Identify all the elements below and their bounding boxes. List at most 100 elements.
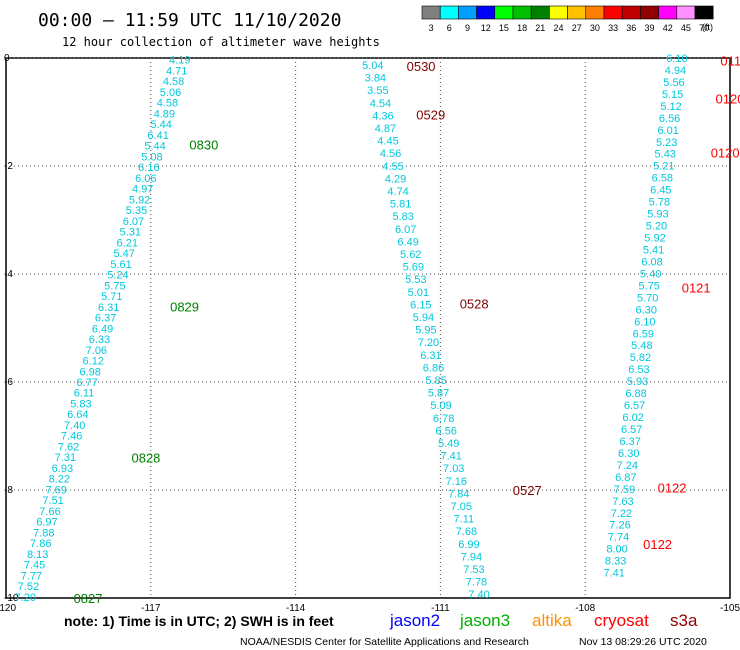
wave-height-label: 8.00	[606, 544, 627, 556]
time-label: 0828	[131, 451, 160, 466]
wave-height-label: 6.45	[650, 185, 671, 197]
wave-height-label: 7.59	[614, 484, 635, 496]
wave-height-label: 5.81	[390, 199, 411, 211]
scale-label: 42	[663, 23, 673, 33]
wave-height-label: 7.68	[456, 526, 477, 538]
wave-height-label: 7.77	[21, 570, 42, 582]
wave-height-label: 7.62	[58, 441, 79, 453]
wave-height-label: 5.06	[160, 87, 181, 99]
wave-height-label: 4.54	[370, 98, 391, 110]
scale-swatch	[512, 5, 532, 20]
wave-height-label: 4.71	[166, 65, 187, 77]
wave-height-label: 5.78	[649, 197, 670, 209]
wave-height-label: 5.82	[630, 352, 651, 364]
time-label: 0530	[407, 59, 436, 74]
wave-height-label: 5.12	[660, 101, 681, 113]
wave-height-label: 7.53	[463, 564, 484, 576]
wave-height-label: 6.15	[410, 299, 431, 311]
wave-height-label: 5.70	[637, 292, 658, 304]
wave-height-label: 6.53	[628, 364, 649, 376]
time-label: 0528	[460, 297, 489, 312]
scale-label: 3	[429, 23, 434, 33]
scale-label: 70	[699, 23, 709, 33]
wave-height-label: 5.92	[644, 233, 665, 245]
wave-height-label: 6.88	[625, 388, 646, 400]
y-tick-label: -2	[4, 161, 13, 172]
wave-height-label: 7.11	[454, 514, 475, 526]
wave-height-label: 6.97	[36, 517, 57, 529]
satellite-legend: jason2 jason3 altika cryosat s3a	[389, 611, 698, 630]
wave-height-label: 7.22	[611, 508, 632, 520]
time-label: 0827	[74, 591, 103, 606]
footer-note: note: 1) Time is in UTC; 2) SWH is in fe…	[64, 613, 334, 629]
wave-height-label: 7.40	[468, 589, 489, 601]
wave-height-label: 4.45	[377, 136, 398, 148]
wave-height-label: 5.94	[413, 312, 434, 324]
satellite-legend-entry: altika	[532, 611, 572, 630]
time-label: 0829	[170, 299, 199, 314]
time-label: 0119	[720, 54, 740, 69]
satellite-legend-entry: jason3	[459, 611, 510, 630]
wave-height-label: 5.41	[643, 244, 664, 256]
wave-height-marks: 4.194.714.585.064.584.895.446.415.445.08…	[15, 53, 688, 604]
wave-height-label: 5.44	[144, 141, 165, 153]
wave-height-label: 5.23	[656, 137, 677, 149]
wave-height-label: 6.12	[83, 356, 104, 368]
wave-height-label: 6.56	[435, 425, 456, 437]
wave-height-label: 5.62	[400, 249, 421, 261]
wave-height-label: 6.93	[52, 463, 73, 475]
wave-height-label: 5.69	[403, 262, 424, 274]
wave-height-label: 7.03	[443, 463, 464, 475]
wave-height-label: 7.05	[451, 501, 472, 513]
wave-height-label: 6.78	[433, 413, 454, 425]
wave-height-label: 6.10	[634, 316, 655, 328]
scale-swatch	[676, 5, 696, 20]
wave-height-label: 6.37	[620, 436, 641, 448]
wave-height-label: 5.40	[640, 268, 661, 280]
wave-height-label: 5.75	[104, 280, 125, 292]
x-tick-label: -108	[575, 603, 595, 614]
scale-swatch	[658, 5, 678, 20]
y-tick-label: -4	[4, 269, 13, 280]
scale-swatch	[603, 5, 623, 20]
wave-height-label: 7.16	[446, 476, 467, 488]
y-tick-label: -8	[4, 485, 13, 496]
wave-height-label: 6.49	[398, 236, 419, 248]
wave-height-label: 5.71	[101, 291, 122, 303]
time-label: 0830	[189, 137, 218, 152]
wave-height-label: 6.99	[458, 539, 479, 551]
wave-height-label: 4.36	[372, 110, 393, 122]
scale-swatch	[494, 5, 514, 20]
axis-tick-labels: -120 -117 -114 -111 -108 -105 0 -2 -4 -6 -8 -10	[0, 53, 740, 614]
wave-height-label: 5.43	[655, 149, 676, 161]
x-tick-label: -120	[0, 603, 16, 614]
satellite-legend-entry: s3a	[670, 611, 698, 630]
wave-height-label: 5.04	[362, 60, 383, 72]
x-tick-label: -117	[141, 603, 161, 614]
wave-height-label: 6.98	[79, 366, 100, 378]
wave-height-label: 6.11	[74, 388, 95, 400]
scale-label: 6	[447, 23, 452, 33]
scale-swatch	[694, 5, 714, 20]
scale-label: 30	[590, 23, 600, 33]
footer-credit: NOAA/NESDIS Center for Satellite Applica…	[240, 636, 529, 648]
wave-height-label: 5.92	[129, 194, 150, 206]
scale-label: 21	[535, 23, 545, 33]
wave-height-label: 7.88	[33, 527, 54, 539]
wave-height-label: 6.31	[420, 350, 441, 362]
wave-height-label: 7.84	[448, 488, 469, 500]
scale-label: 12	[481, 23, 491, 33]
wave-height-label: 4.74	[387, 186, 408, 198]
wave-height-label: 6.31	[98, 302, 119, 314]
wave-height-label: 6.02	[622, 412, 643, 424]
wave-height-label: 5.83	[392, 211, 413, 223]
wave-height-label: 3.84	[365, 73, 386, 85]
wave-height-label: 7.40	[64, 420, 85, 432]
scale-label: 24	[553, 23, 563, 33]
wave-height-label: 5.21	[653, 161, 674, 173]
wave-height-label: 7.20	[418, 337, 439, 349]
wave-height-label: 4.97	[132, 184, 153, 196]
wave-height-label: 7.46	[61, 431, 82, 443]
scale-label: 45	[681, 23, 691, 33]
